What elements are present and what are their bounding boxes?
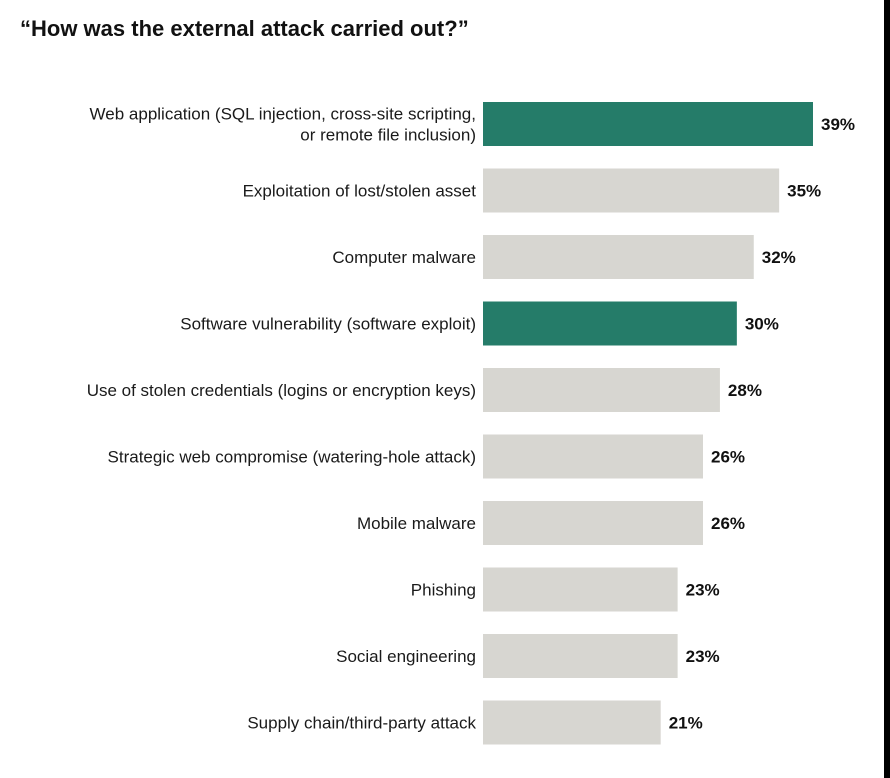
category-label-1: Exploitation of lost/stolen asset bbox=[243, 182, 477, 201]
value-label-6: 26% bbox=[711, 514, 745, 533]
bar-9 bbox=[483, 700, 661, 745]
bar-2 bbox=[483, 235, 754, 279]
value-label-2: 32% bbox=[762, 248, 796, 267]
category-label-2: Computer malware bbox=[332, 248, 476, 267]
chart-title: “How was the external attack carried out… bbox=[20, 16, 469, 41]
bar-3 bbox=[483, 301, 737, 346]
bar-5 bbox=[483, 434, 703, 479]
value-label-8: 23% bbox=[686, 647, 720, 666]
bar-1 bbox=[483, 168, 780, 213]
bar-7 bbox=[483, 567, 678, 612]
value-label-7: 23% bbox=[686, 581, 720, 600]
bar-6 bbox=[483, 501, 703, 545]
category-label-0-line-1: or remote file inclusion) bbox=[300, 126, 476, 145]
bar-4 bbox=[483, 368, 720, 412]
category-label-7: Phishing bbox=[411, 581, 476, 600]
value-label-0: 39% bbox=[821, 115, 855, 134]
right-edge-border bbox=[884, 0, 890, 778]
category-label-5: Strategic web compromise (watering-hole … bbox=[108, 448, 476, 467]
category-label-9: Supply chain/third-party attack bbox=[247, 714, 476, 733]
value-label-5: 26% bbox=[711, 448, 745, 467]
bar-0 bbox=[483, 102, 813, 146]
category-label-4: Use of stolen credentials (logins or enc… bbox=[87, 381, 476, 400]
value-label-1: 35% bbox=[787, 182, 821, 201]
bar-8 bbox=[483, 634, 678, 678]
value-label-9: 21% bbox=[669, 714, 703, 733]
category-label-6: Mobile malware bbox=[357, 514, 476, 533]
value-label-4: 28% bbox=[728, 381, 762, 400]
category-label-8: Social engineering bbox=[336, 647, 476, 666]
category-label-3: Software vulnerability (software exploit… bbox=[180, 315, 476, 334]
category-label-0-line-0: Web application (SQL injection, cross-si… bbox=[90, 105, 476, 124]
value-label-3: 30% bbox=[745, 315, 779, 334]
